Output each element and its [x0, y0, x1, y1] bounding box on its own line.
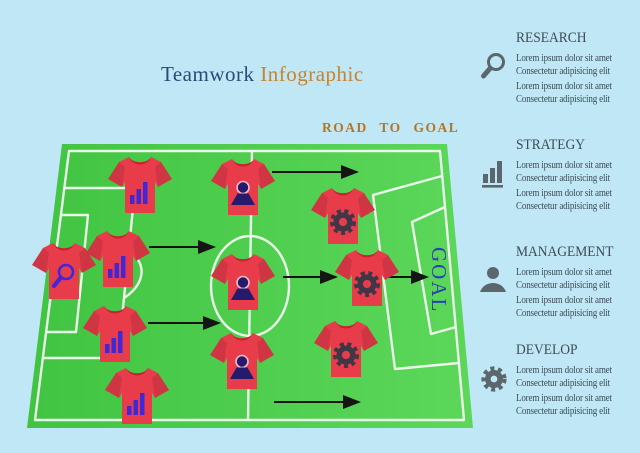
player-shirt	[32, 243, 96, 299]
road-to-goal-label: ROAD TO GOAL	[322, 120, 460, 135]
player-shirt	[210, 333, 274, 389]
player-shirt	[311, 188, 375, 244]
flow-arrows	[148, 165, 429, 409]
bar-chart-icon	[108, 256, 126, 278]
text-line: Lorem ipsum dolor sit amet	[516, 81, 612, 92]
text-line: Consectetur adipisicing elit	[516, 93, 610, 105]
section-develop: DEVELOP Lorem ipsum dolor sit amet Conse…	[476, 342, 640, 418]
section-text: Lorem ipsum dolor sit amet Consectetur a…	[516, 267, 623, 320]
section-title: RESEARCH	[516, 30, 587, 46]
player-shirt	[86, 231, 150, 287]
player-shirt	[314, 321, 378, 377]
text-line: Lorem ipsum dolor sit amet	[516, 295, 612, 306]
text-line: Lorem ipsum dolor sit amet	[516, 267, 612, 278]
text-line: Lorem ipsum dolor sit amet	[516, 393, 612, 404]
right-penalty-box	[371, 174, 460, 371]
player-shirt	[211, 159, 275, 215]
left-goal-box	[46, 213, 90, 334]
search-icon	[478, 51, 510, 83]
title-accent-word: Infographic	[260, 62, 364, 86]
text-line: Consectetur adipisicing elit	[516, 172, 610, 184]
bar-chart-icon	[105, 331, 123, 353]
gear-icon	[478, 363, 510, 395]
text-line: Consectetur adipisicing elit	[516, 405, 610, 417]
person-icon	[231, 275, 255, 300]
text-line: Consectetur adipisicing elit	[516, 65, 610, 77]
goal-label: GOAL	[427, 247, 451, 313]
gear-icon	[330, 209, 356, 235]
touchline-boundary	[33, 149, 466, 422]
text-line: Lorem ipsum dolor sit amet	[516, 188, 612, 199]
section-text: Lorem ipsum dolor sit amet Consectetur a…	[516, 365, 623, 418]
bar-chart-icon	[478, 158, 510, 190]
section-title: MANAGEMENT	[516, 244, 614, 260]
bar-chart-icon	[127, 393, 145, 415]
text-line: Consectetur adipisicing elit	[516, 279, 610, 291]
players	[32, 157, 399, 424]
text-line: Lorem ipsum dolor sit amet	[516, 160, 612, 171]
person-icon	[231, 180, 255, 205]
text-line: Consectetur adipisicing elit	[516, 200, 610, 212]
shirt-shape	[32, 243, 96, 299]
person-icon	[478, 265, 510, 297]
player-shirt	[105, 368, 169, 424]
section-text: Lorem ipsum dolor sit amet Consectetur a…	[516, 53, 623, 106]
section-management: MANAGEMENT Lorem ipsum dolor sit amet Co…	[476, 244, 640, 320]
player-shirt	[108, 157, 172, 213]
section-title: DEVELOP	[516, 342, 578, 358]
shirt-shape	[86, 231, 150, 287]
bar-chart-icon	[130, 182, 148, 204]
text-line: Consectetur adipisicing elit	[516, 377, 610, 389]
player-shirt	[335, 250, 399, 306]
page-title: Teamwork Infographic	[161, 62, 364, 87]
gear-icon	[333, 342, 359, 368]
title-word: Teamwork	[161, 62, 255, 86]
text-line: Consectetur adipisicing elit	[516, 307, 610, 319]
section-strategy: STRATEGY Lorem ipsum dolor sit amet Cons…	[476, 137, 640, 213]
shirt-shape	[108, 157, 172, 213]
player-shirt	[83, 306, 147, 362]
text-line: Lorem ipsum dolor sit amet	[516, 365, 612, 376]
gear-icon	[354, 271, 380, 297]
search-icon	[51, 263, 75, 289]
text-line: Lorem ipsum dolor sit amet	[516, 53, 612, 64]
center-circle	[209, 234, 291, 338]
section-title: STRATEGY	[516, 137, 586, 153]
player-shirt	[211, 254, 275, 310]
shirt-shape	[83, 306, 147, 362]
shirt-shape	[105, 368, 169, 424]
section-text: Lorem ipsum dolor sit amet Consectetur a…	[516, 160, 623, 213]
section-research: RESEARCH Lorem ipsum dolor sit amet Cons…	[476, 30, 640, 106]
person-icon	[230, 354, 254, 379]
